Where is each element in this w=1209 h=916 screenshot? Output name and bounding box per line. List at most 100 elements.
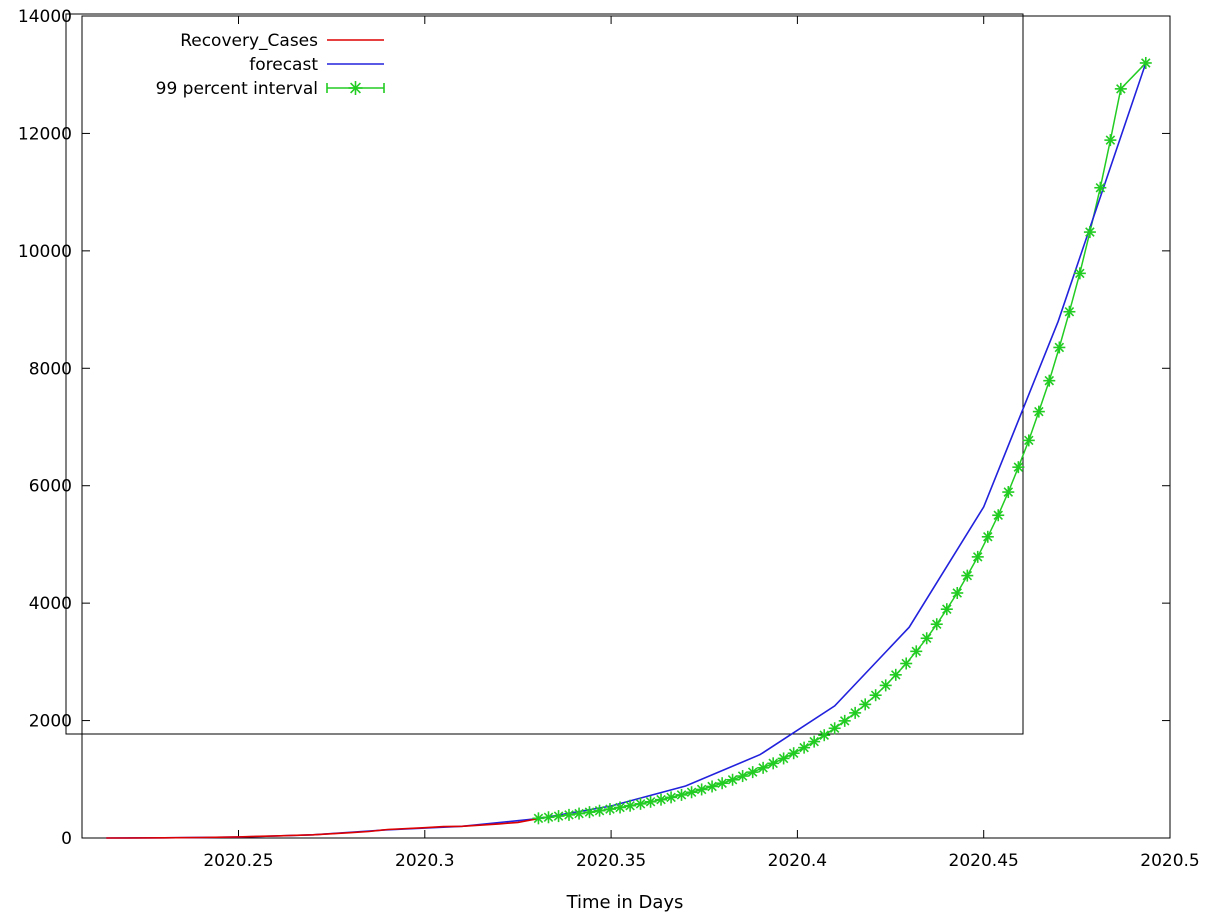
interval-marker [644,795,657,808]
interval-marker [562,808,575,821]
interval-marker-stroke [1085,227,1095,237]
y-tick-label: 8000 [29,359,72,379]
plot-border [81,15,1171,839]
interval-marker-stroke [1105,135,1116,145]
interval-marker-stroke [543,812,554,823]
x-tick-label: 2020.5 [1140,851,1199,871]
interval-marker [695,783,708,796]
interval-marker [951,586,964,599]
interval-marker-stroke [758,763,768,773]
interval-line [538,62,1147,820]
interval-marker [634,797,647,810]
interval-marker-stroke [747,767,758,777]
interval-marker-stroke [615,802,625,813]
y-tick-label: 14000 [18,7,72,27]
y-tick-label: 10000 [18,242,72,262]
interval-marker [532,812,545,825]
interval-marker-stroke [911,646,922,657]
interval-marker [910,645,923,658]
interval-marker [777,752,790,765]
interval-marker [798,741,811,754]
interval-marker-stroke [921,633,932,644]
interval-marker [665,791,678,804]
interval-marker-stroke [952,588,963,598]
interval-marker-stroke [666,792,676,803]
interval-marker-stroke [870,690,881,700]
legend-label-forecast: forecast [249,55,318,75]
interval-marker-stroke [1054,342,1065,353]
interval-marker-stroke [931,619,942,629]
interval-marker-stroke [1095,182,1106,193]
interval-marker-stroke [819,730,829,740]
interval-marker [961,569,974,582]
interval-marker [930,618,943,631]
interval-marker [971,550,984,563]
interval-marker [981,530,994,543]
interval-marker-stroke [645,797,656,807]
interval-marker [849,706,862,719]
interval-marker [1012,461,1025,474]
inset-rectangle [65,13,1024,735]
interval-marker-stroke [778,753,789,764]
x-tick-label: 2020.3 [395,851,454,871]
interval-marker [1104,134,1117,147]
interval-marker [603,803,616,816]
interval-marker [992,509,1005,522]
interval-marker [869,689,882,702]
interval-marker-stroke [880,680,891,691]
interval-marker-stroke [901,658,911,669]
series-markers [532,56,1152,825]
interval-marker-stroke [635,799,646,809]
interval-marker [746,766,759,779]
interval-marker-stroke [983,532,993,542]
interval-marker-stroke [972,552,983,562]
y-tick-label: 4000 [29,594,72,614]
interval-marker [828,722,841,735]
interval-marker-stroke [942,604,952,614]
interval-marker-stroke [860,699,870,710]
interval-marker-stroke [1044,375,1055,386]
y-tick-label: 6000 [29,477,72,497]
interval-marker-stroke [809,736,819,747]
y-tick-label: 12000 [18,124,72,144]
legend: Recovery_Cases forecast 99 percent interva… [156,31,385,99]
interval-marker [838,714,851,727]
interval-marker-stroke [839,716,850,726]
interval-marker [1139,56,1152,69]
interval-marker [624,799,637,812]
interval-marker-stroke [1003,487,1014,497]
series-lines [106,62,1147,839]
interval-marker [685,786,698,799]
interval-marker-stroke [686,787,697,798]
legend-star-stroke [350,82,361,94]
interval-marker-stroke [553,811,564,821]
interval-marker [1043,374,1056,387]
interval-marker [1032,405,1045,418]
interval-marker-stroke [707,781,717,792]
interval-marker-stroke [1013,462,1024,472]
interval-marker-stroke [1075,268,1085,279]
interval-marker [1094,181,1107,194]
axis-ticks: 2020.25 2020.3 2020.35 2020.4 2020.45 2020.5 0… [18,7,1200,871]
interval-marker-stroke [656,794,666,805]
interval-marker [818,729,831,742]
interval-marker [1114,82,1127,95]
y-tick-label: 0 [61,829,72,849]
interval-marker-stroke [727,774,738,785]
interval-marker-stroke [737,771,748,781]
interval-marker-stroke [574,808,584,819]
interval-marker [787,747,800,760]
interval-marker-stroke [1116,84,1126,94]
interval-marker [900,657,913,670]
interval-marker-stroke [768,758,778,769]
x-axis-label: Time in Days [566,892,684,913]
interval-marker [675,788,688,801]
interval-marker-stroke [564,810,574,820]
interval-marker [726,773,739,786]
interval-marker-stroke [962,570,973,581]
interval-marker-stroke [829,723,840,734]
interval-marker-stroke [850,708,860,718]
interval-marker [583,806,596,819]
interval-marker [655,793,668,806]
